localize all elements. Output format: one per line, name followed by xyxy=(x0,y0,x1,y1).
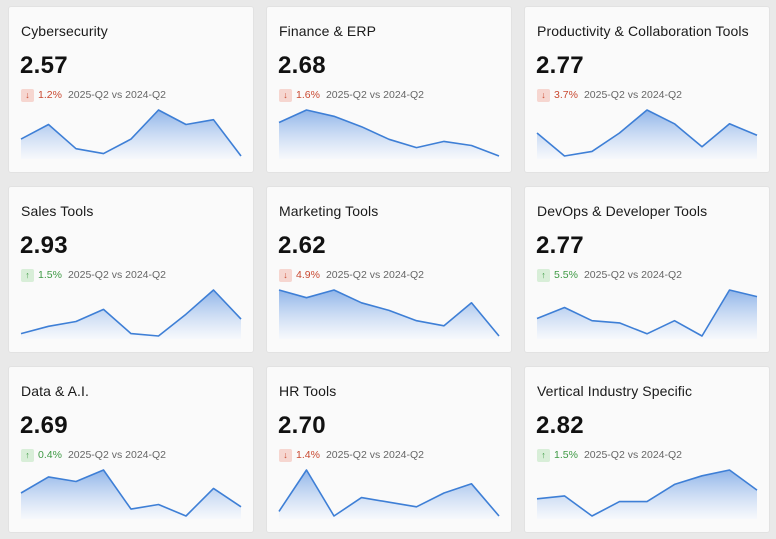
change-percent: 3.7% xyxy=(554,89,578,101)
sparkline-area xyxy=(279,110,499,159)
change-percent: 5.5% xyxy=(554,269,578,281)
sparkline-line xyxy=(20,109,242,157)
arrow-down-icon: ↓ xyxy=(279,448,292,462)
comparison-period: 2025-Q2 vs 2024-Q2 xyxy=(325,269,424,281)
change-percent: 1.5% xyxy=(554,449,578,461)
change-row: ↑ 0.4% 2025-Q2 vs 2024-Q2 xyxy=(21,448,166,462)
kpi-card: Data & A.I. 2.69 ↑ 0.4% 2025-Q2 vs 2024-Q2 xyxy=(8,366,254,533)
kpi-card: Finance & ERP 2.68 ↓ 1.6% 2025-Q2 vs 2024-Q2 xyxy=(266,6,512,173)
kpi-card: Productivity & Collaboration Tools 2.77 ↓ 3… xyxy=(524,6,770,173)
sparkline-line xyxy=(536,109,758,157)
card-title: DevOps & Developer Tools xyxy=(537,203,708,219)
kpi-card: DevOps & Developer Tools 2.77 ↑ 5.5% 2025-Q2… xyxy=(524,186,770,353)
sparkline-area xyxy=(21,110,241,159)
sparkline-area xyxy=(537,110,757,159)
arrow-up-icon: ↑ xyxy=(537,268,550,282)
card-title: Marketing Tools xyxy=(279,203,379,219)
comparison-period: 2025-Q2 vs 2024-Q2 xyxy=(583,449,682,461)
sparkline-area xyxy=(537,470,757,519)
change-percent: 0.4% xyxy=(38,449,62,461)
kpi-card: Sales Tools 2.93 ↑ 1.5% 2025-Q2 vs 2024-Q2 xyxy=(8,186,254,353)
card-title: Finance & ERP xyxy=(279,23,377,39)
card-value: 2.68 xyxy=(278,52,326,79)
change-row: ↓ 4.9% 2025-Q2 vs 2024-Q2 xyxy=(279,268,424,282)
card-value: 2.70 xyxy=(278,412,326,439)
comparison-period: 2025-Q2 vs 2024-Q2 xyxy=(67,89,166,101)
comparison-period: 2025-Q2 vs 2024-Q2 xyxy=(67,449,166,461)
sparkline-area xyxy=(279,470,499,519)
change-row: ↑ 5.5% 2025-Q2 vs 2024-Q2 xyxy=(537,268,682,282)
change-percent: 1.6% xyxy=(296,89,320,101)
sparkline-chart xyxy=(536,469,758,519)
card-value: 2.77 xyxy=(536,232,584,259)
change-percent: 1.5% xyxy=(38,269,62,281)
card-value: 2.69 xyxy=(20,412,68,439)
sparkline-chart xyxy=(536,109,758,159)
kpi-card: Cybersecurity 2.57 ↓ 1.2% 2025-Q2 vs 2024-Q2 xyxy=(8,6,254,173)
arrow-up-icon: ↑ xyxy=(537,448,550,462)
card-title: Cybersecurity xyxy=(21,23,108,39)
change-percent: 1.4% xyxy=(296,449,320,461)
sparkline-area xyxy=(21,290,241,339)
sparkline-chart xyxy=(20,109,242,159)
sparkline-area xyxy=(537,290,757,339)
card-title: Data & A.I. xyxy=(21,383,90,399)
arrow-down-icon: ↓ xyxy=(279,88,292,102)
card-value: 2.82 xyxy=(536,412,584,439)
sparkline-chart xyxy=(278,289,500,339)
change-row: ↓ 1.4% 2025-Q2 vs 2024-Q2 xyxy=(279,448,424,462)
sparkline-line xyxy=(20,289,242,337)
card-title: Productivity & Collaboration Tools xyxy=(537,23,749,39)
sparkline-chart xyxy=(278,109,500,159)
kpi-card: Vertical Industry Specific 2.82 ↑ 1.5% 2025-… xyxy=(524,366,770,533)
change-row: ↑ 1.5% 2025-Q2 vs 2024-Q2 xyxy=(21,268,166,282)
sparkline-chart xyxy=(536,289,758,339)
comparison-period: 2025-Q2 vs 2024-Q2 xyxy=(67,269,166,281)
sparkline-chart xyxy=(20,289,242,339)
change-row: ↑ 1.5% 2025-Q2 vs 2024-Q2 xyxy=(537,448,682,462)
comparison-period: 2025-Q2 vs 2024-Q2 xyxy=(325,89,424,101)
comparison-period: 2025-Q2 vs 2024-Q2 xyxy=(583,269,682,281)
card-value: 2.93 xyxy=(20,232,68,259)
sparkline-chart xyxy=(278,469,500,519)
change-percent: 4.9% xyxy=(296,269,320,281)
sparkline-line xyxy=(536,469,758,517)
sparkline-line xyxy=(278,469,500,517)
card-value: 2.77 xyxy=(536,52,584,79)
sparkline-line xyxy=(20,469,242,517)
arrow-down-icon: ↓ xyxy=(537,88,550,102)
change-row: ↓ 3.7% 2025-Q2 vs 2024-Q2 xyxy=(537,88,682,102)
change-row: ↓ 1.2% 2025-Q2 vs 2024-Q2 xyxy=(21,88,166,102)
sparkline-area xyxy=(279,290,499,339)
card-value: 2.57 xyxy=(20,52,68,79)
card-title: HR Tools xyxy=(279,383,337,399)
sparkline-line xyxy=(278,289,500,337)
change-row: ↓ 1.6% 2025-Q2 vs 2024-Q2 xyxy=(279,88,424,102)
arrow-up-icon: ↑ xyxy=(21,448,34,462)
arrow-up-icon: ↑ xyxy=(21,268,34,282)
comparison-period: 2025-Q2 vs 2024-Q2 xyxy=(325,449,424,461)
comparison-period: 2025-Q2 vs 2024-Q2 xyxy=(583,89,682,101)
kpi-card: HR Tools 2.70 ↓ 1.4% 2025-Q2 vs 2024-Q2 xyxy=(266,366,512,533)
sparkline-line xyxy=(278,109,500,157)
card-value: 2.62 xyxy=(278,232,326,259)
change-percent: 1.2% xyxy=(38,89,62,101)
card-title: Vertical Industry Specific xyxy=(537,383,693,399)
sparkline-line xyxy=(536,289,758,337)
sparkline-chart xyxy=(20,469,242,519)
arrow-down-icon: ↓ xyxy=(279,268,292,282)
kpi-card: Marketing Tools 2.62 ↓ 4.9% 2025-Q2 vs 2024-… xyxy=(266,186,512,353)
card-title: Sales Tools xyxy=(21,203,94,219)
arrow-down-icon: ↓ xyxy=(21,88,34,102)
